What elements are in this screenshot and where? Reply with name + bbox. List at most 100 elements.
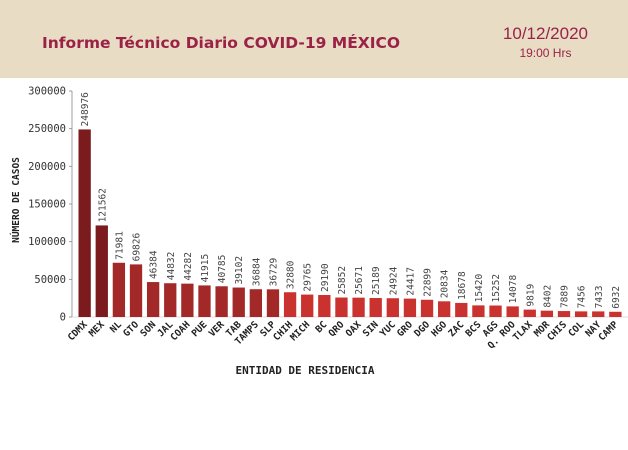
value-label: 69826 [132,233,143,262]
bar-hgo [438,301,451,317]
y-axis-label: NÚMERO DE CASOS [10,157,22,243]
value-label: 18678 [457,271,468,300]
value-label: 15420 [474,274,485,303]
value-label: 8402 [542,285,553,308]
bar-chis [557,311,571,317]
x-tick-label: OAX [344,319,364,339]
x-tick-label: MICH [288,319,312,343]
value-label: 22899 [423,268,434,297]
x-tick-label: GTO [121,319,141,339]
y-tick-label: 300000 [28,86,66,98]
bar-oax [352,297,365,317]
bar-camp [609,311,622,317]
value-label: 44282 [183,252,194,281]
value-label: 25671 [354,266,365,295]
bar-dgo [420,299,434,317]
bar-tamps [249,289,262,317]
value-label: 36884 [251,257,262,286]
report-time: 19:00 Hrs [519,46,572,60]
y-tick-label: 250000 [28,123,66,135]
cases-bar-chart: 0 50000 100000 150000 200000 250000 300000 248… [10,86,628,377]
x-tick-label: DGO [412,319,432,339]
bar-tlax [523,309,536,317]
x-tick-label: YUC [378,319,398,339]
x-tick-label: CAMP [597,319,621,343]
x-tick-label: ZAC [446,319,466,339]
value-label: 7889 [560,285,571,308]
value-label: 7456 [577,285,588,308]
report-header: Informe Técnico Diario COVID-19 MÉXICO 1… [0,0,628,78]
value-label: 71981 [114,231,125,260]
bar-zac [455,302,468,317]
value-label: 14078 [508,275,519,304]
x-axis-label: ENTIDAD DE RESIDENCIA [235,364,374,377]
value-label: 25189 [371,266,382,295]
bar-coah [181,283,194,317]
bar-mex [95,225,108,317]
x-tick-label: GRO [395,319,415,339]
bar-tab [232,287,245,317]
y-tick-label: 50000 [34,274,66,286]
y-tick-label: 0 [60,312,66,324]
value-label: 9819 [525,283,536,306]
value-labels-group: 248976 121562 71981 69826 46384 44832 44282 419… [80,92,622,309]
x-tick-label: SIN [361,319,381,339]
bars-group [78,129,622,317]
value-label: 24417 [405,267,416,296]
x-tick-label: COL [566,319,586,339]
value-label: 29765 [303,263,314,292]
report-date: 10/12/2020 [502,24,588,43]
value-label: 20834 [440,269,451,298]
value-label: 25852 [337,266,348,295]
bar-jal [164,283,177,317]
bar-gto [129,264,143,317]
x-tick-label: MEX [87,319,107,339]
value-label: 40785 [217,255,228,284]
report-title: Informe Técnico Diario COVID-19 MÉXICO [42,34,401,52]
value-label: 41915 [200,254,211,283]
value-label: 15252 [491,274,502,303]
bar-sin [369,298,382,317]
value-label: 6932 [611,286,622,309]
bar-son [146,282,160,317]
value-label: 36729 [268,257,279,286]
x-tick-label: PUE [190,319,210,339]
value-label: 46384 [149,250,160,279]
x-tick-label: HGO [429,319,449,339]
value-label: 44832 [166,252,177,281]
x-tick-label: QRO [327,319,347,339]
y-axis: 0 50000 100000 150000 200000 250000 300000 [28,86,628,324]
bar-nl [112,262,126,317]
bar-qroo [506,306,519,317]
value-label: 39102 [234,256,245,285]
bar-yuc [386,298,399,317]
bar-cdmx [78,129,91,317]
bar-col [574,311,588,317]
bar-gro [403,298,417,317]
value-label: 24924 [388,266,399,295]
bar-nay [592,311,605,317]
y-tick-label: 150000 [28,199,66,211]
value-label: 7433 [594,286,605,309]
bar-bcs [472,305,485,317]
value-label: 248976 [80,92,91,127]
x-tick-label: SON [138,319,158,339]
x-tick-label: VER [207,319,227,339]
bar-ver [215,286,228,317]
value-label: 121562 [97,188,108,222]
bar-mor [540,310,554,317]
bar-mich [301,294,314,317]
value-label: 32880 [286,260,297,289]
report-datetime: 10/12/2020 19:00 Hrs [503,24,588,60]
bar-qro [335,297,348,317]
bar-slp [266,289,280,317]
bar-chih [283,292,297,317]
y-tick-label: 100000 [28,236,66,248]
bar-pue [198,285,211,317]
y-tick-label: 200000 [28,161,66,173]
bar-ags [489,305,502,317]
bar-bc [318,295,331,317]
value-label: 29190 [320,263,331,292]
x-tick-label: BCS [464,319,484,339]
